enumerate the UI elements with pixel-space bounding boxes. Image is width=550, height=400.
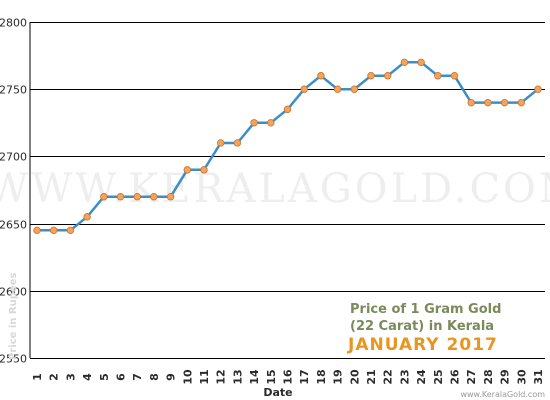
x-tick-label: 18 xyxy=(315,369,328,384)
data-point xyxy=(484,98,492,107)
x-tick-label: 13 xyxy=(231,369,244,384)
y-tick-label: 2800 xyxy=(0,17,27,30)
data-point xyxy=(133,193,141,201)
x-tick-label: 1 xyxy=(31,373,44,381)
x-tick-label: 12 xyxy=(215,369,228,384)
watermark: WWW.KERALAGOLD.COM xyxy=(0,166,550,212)
x-tick-label: 26 xyxy=(449,369,462,385)
x-tick-label: 2 xyxy=(48,373,61,381)
data-point xyxy=(166,193,175,201)
x-tick-label: 23 xyxy=(398,369,411,384)
x-tick-label: 5 xyxy=(98,373,111,381)
data-point xyxy=(216,139,225,147)
x-tick-label: 27 xyxy=(465,369,478,384)
x-tick-label: 30 xyxy=(515,369,528,385)
x-tick-label: 24 xyxy=(415,369,428,385)
x-tick-label: 20 xyxy=(348,369,361,385)
data-point xyxy=(517,98,525,107)
y-axis-title: Price in Rupees xyxy=(8,273,19,360)
y-tick-label: 2700 xyxy=(0,151,27,164)
data-point xyxy=(350,85,358,93)
y-tick-label: 2550 xyxy=(0,353,27,366)
chart-subtitle: (22 Carat) in Kerala xyxy=(350,319,494,334)
data-point xyxy=(434,72,442,80)
data-point xyxy=(33,226,41,235)
x-axis-title: Date xyxy=(263,386,292,399)
x-tick-label: 6 xyxy=(115,373,128,381)
x-tick-label: 19 xyxy=(332,369,345,384)
x-tick-label: 17 xyxy=(298,369,311,384)
data-point xyxy=(467,98,475,107)
x-tick-label: 25 xyxy=(432,369,445,384)
chart-period: JANUARY 2017 xyxy=(347,335,498,355)
data-point xyxy=(183,166,191,174)
x-tick-label: 21 xyxy=(365,369,378,384)
data-point xyxy=(400,58,409,67)
data-point xyxy=(250,119,258,127)
data-point xyxy=(200,166,208,174)
data-point xyxy=(300,85,308,93)
x-tick-label: 7 xyxy=(131,373,144,381)
price-series xyxy=(33,58,542,235)
data-point xyxy=(66,226,75,235)
data-point xyxy=(50,226,58,235)
data-point xyxy=(417,58,425,67)
x-tick-label: 29 xyxy=(499,369,512,384)
x-tick-label: 8 xyxy=(148,373,161,381)
data-point xyxy=(150,193,158,201)
x-tick-label: 14 xyxy=(248,369,261,385)
data-point xyxy=(450,72,459,80)
y-tick-labels: 2550 2600 2650 2700 2750 2800 xyxy=(0,17,27,366)
data-point xyxy=(116,193,125,201)
data-point xyxy=(267,119,275,127)
x-tick-label: 9 xyxy=(165,373,178,381)
data-point xyxy=(333,85,342,93)
x-tick-label: 4 xyxy=(81,373,94,381)
y-tick-label: 2650 xyxy=(0,219,27,232)
data-point xyxy=(317,72,325,80)
chart-title: Price of 1 Gram Gold xyxy=(350,302,501,317)
data-point xyxy=(83,213,91,221)
y-tick-label: 2600 xyxy=(0,286,27,299)
data-point xyxy=(100,193,108,201)
data-point xyxy=(384,72,392,80)
x-tick-label: 28 xyxy=(482,369,495,384)
x-tick-label: 15 xyxy=(265,369,278,384)
site-credit: www.KeralaGold.com xyxy=(460,390,545,399)
x-tick-labels: 1 2 3 4 5 6 7 8 9 10 11 12 13 14 15 16 17 18 19 20 21 22 23 24 2… xyxy=(31,369,545,385)
y-tick-label: 2750 xyxy=(0,84,27,97)
data-point xyxy=(367,72,375,80)
x-tick-label: 3 xyxy=(64,373,77,381)
gridlines xyxy=(29,22,545,359)
x-tick-label: 31 xyxy=(532,369,545,384)
data-point xyxy=(283,105,292,114)
data-point xyxy=(500,98,509,107)
x-tick-label: 22 xyxy=(382,369,395,384)
x-tick-label: 11 xyxy=(198,369,211,384)
data-point xyxy=(534,85,542,93)
x-tick-label: 10 xyxy=(181,369,194,385)
x-tick-label: 16 xyxy=(282,369,295,385)
data-point xyxy=(233,139,242,147)
